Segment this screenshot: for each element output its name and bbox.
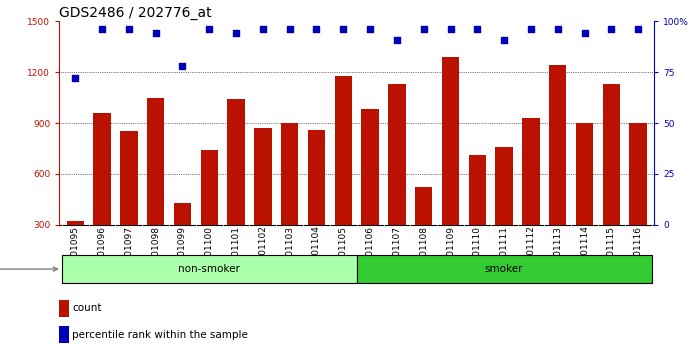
Text: GSM101109: GSM101109 <box>446 225 455 280</box>
Bar <box>415 188 432 225</box>
Text: GSM101096: GSM101096 <box>97 225 106 280</box>
Text: GDS2486 / 202776_at: GDS2486 / 202776_at <box>59 6 212 20</box>
Bar <box>67 221 84 225</box>
Bar <box>59 326 69 343</box>
Point <box>633 27 644 32</box>
Text: GSM101107: GSM101107 <box>393 225 402 280</box>
Point <box>123 27 134 32</box>
Bar <box>254 128 271 225</box>
Point <box>418 27 429 32</box>
Text: GSM101095: GSM101095 <box>71 225 80 280</box>
Text: GSM101113: GSM101113 <box>553 225 562 280</box>
Bar <box>468 155 486 225</box>
Point <box>284 27 295 32</box>
Point <box>391 37 402 42</box>
Text: GSM101112: GSM101112 <box>526 225 535 280</box>
Point <box>311 27 322 32</box>
Point <box>525 27 537 32</box>
Text: GSM101110: GSM101110 <box>473 225 482 280</box>
Point <box>579 30 590 36</box>
Bar <box>361 109 379 225</box>
Text: count: count <box>72 303 102 313</box>
Text: GSM101106: GSM101106 <box>365 225 374 280</box>
Text: GSM101104: GSM101104 <box>312 225 321 280</box>
Bar <box>522 118 539 225</box>
Point <box>445 27 456 32</box>
Text: GSM101101: GSM101101 <box>232 225 241 280</box>
Text: non-smoker: non-smoker <box>178 264 240 274</box>
Point <box>97 27 108 32</box>
Text: GSM101108: GSM101108 <box>419 225 428 280</box>
FancyBboxPatch shape <box>356 255 651 283</box>
Bar <box>174 203 191 225</box>
Bar <box>228 99 245 225</box>
Text: stress: stress <box>0 264 58 274</box>
Bar <box>576 123 593 225</box>
Bar <box>496 147 513 225</box>
FancyBboxPatch shape <box>62 255 356 283</box>
Bar <box>281 123 299 225</box>
Point <box>365 27 376 32</box>
Bar <box>335 76 352 225</box>
Text: GSM101098: GSM101098 <box>151 225 160 280</box>
Point <box>230 30 242 36</box>
Bar <box>120 131 138 225</box>
Bar <box>147 98 164 225</box>
Text: smoker: smoker <box>485 264 523 274</box>
Point <box>338 27 349 32</box>
Text: GSM101116: GSM101116 <box>633 225 642 280</box>
Point <box>606 27 617 32</box>
Point <box>472 27 483 32</box>
Point <box>258 27 269 32</box>
Point <box>70 75 81 81</box>
Text: GSM101103: GSM101103 <box>285 225 294 280</box>
Bar <box>603 84 620 225</box>
Text: GSM101099: GSM101099 <box>178 225 187 280</box>
Bar <box>308 130 325 225</box>
Text: GSM101114: GSM101114 <box>580 225 589 280</box>
Text: GSM101102: GSM101102 <box>258 225 267 280</box>
Bar <box>549 65 567 225</box>
Text: GSM101097: GSM101097 <box>125 225 134 280</box>
Text: GSM101100: GSM101100 <box>205 225 214 280</box>
Point <box>177 63 188 69</box>
Point <box>498 37 509 42</box>
Bar <box>442 57 459 225</box>
Bar <box>629 123 647 225</box>
Text: percentile rank within the sample: percentile rank within the sample <box>72 330 248 340</box>
Text: GSM101111: GSM101111 <box>500 225 509 280</box>
Bar <box>59 300 69 317</box>
Bar <box>93 113 111 225</box>
Point <box>150 30 161 36</box>
Bar <box>388 84 406 225</box>
Bar <box>200 150 218 225</box>
Point <box>552 27 563 32</box>
Text: GSM101105: GSM101105 <box>339 225 348 280</box>
Point <box>204 27 215 32</box>
Text: GSM101115: GSM101115 <box>607 225 616 280</box>
